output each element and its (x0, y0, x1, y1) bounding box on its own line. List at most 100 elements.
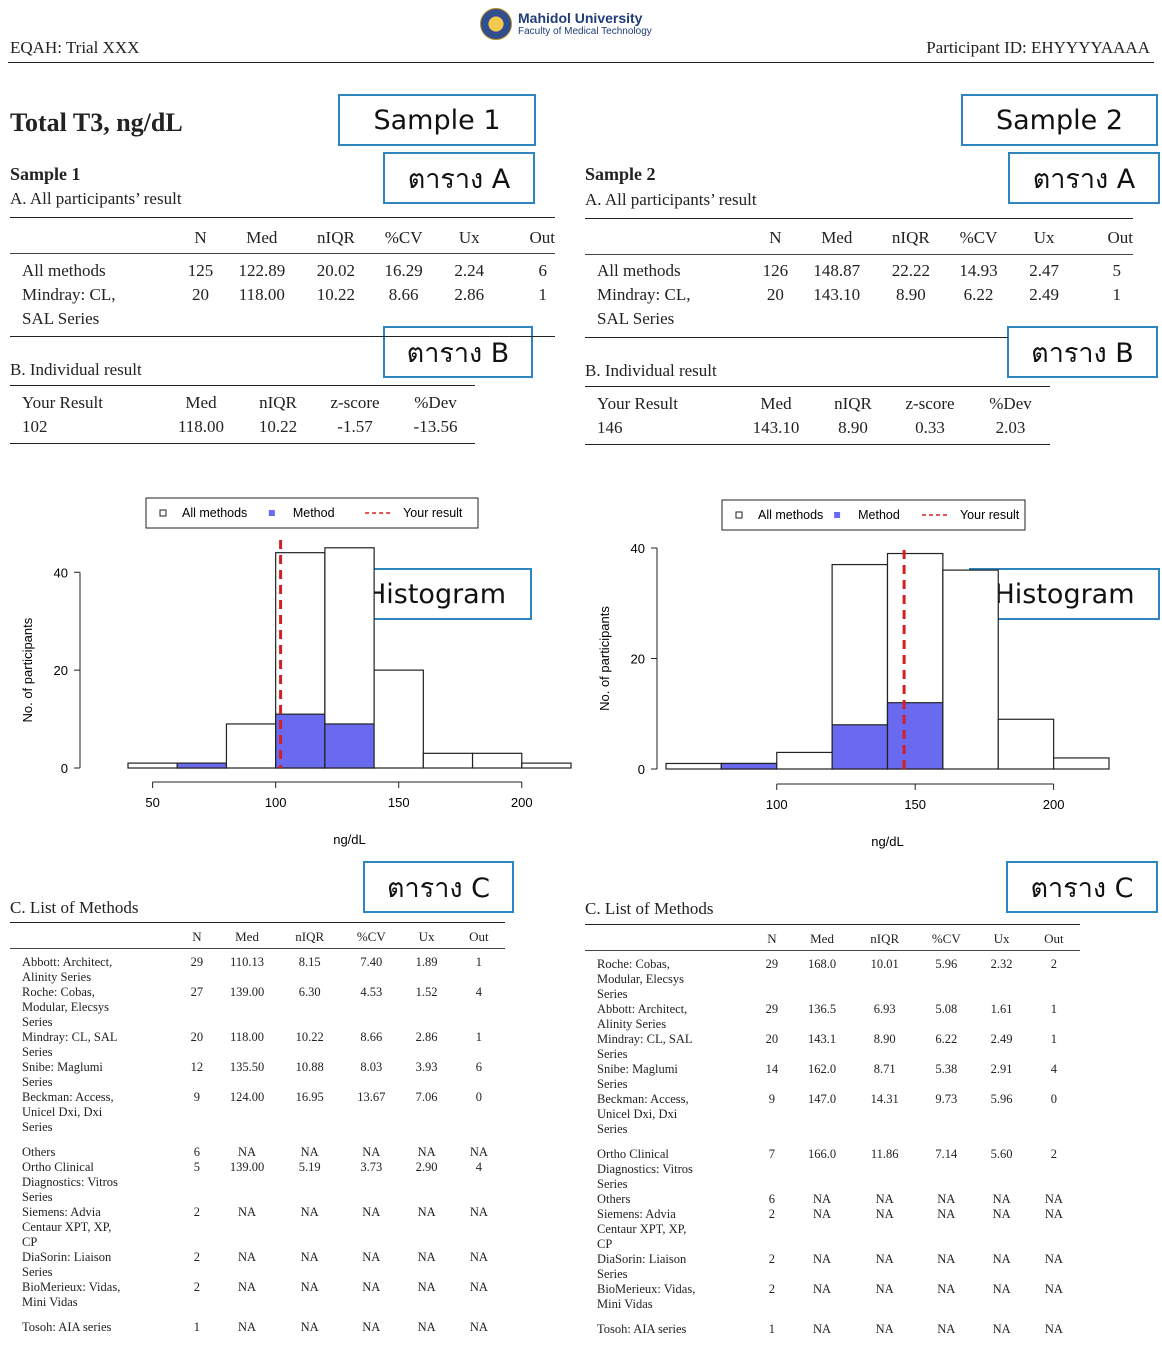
cell: 22.22 (891, 261, 930, 280)
histogram-sample2: All methods Method Your result 0 20 40 No. of … (597, 499, 1110, 849)
col-header: z-score (330, 393, 380, 412)
cell: 6.93 (873, 1002, 896, 1016)
method-name: Centaur XPT, XP, (597, 1222, 687, 1236)
cell: 2 (193, 1250, 201, 1264)
cell: 7.06 (415, 1090, 438, 1104)
cell: 2 (768, 1252, 776, 1266)
tag-histogram-2: Histogram (969, 568, 1160, 620)
cell: 1 (475, 955, 482, 969)
table-row: Abbott: Architect, Alinity Series 29 136.5 6… (585, 1002, 1080, 1032)
cell: 5 (193, 1160, 201, 1174)
table-row: Siemens: Advia Centaur XPT, XP, CP 2 NA NA NA N… (10, 1205, 505, 1250)
cell: NA (813, 1282, 832, 1296)
table-row: Snibe: Maglumi Series 12 135.50 10.88 8.03 3.9… (10, 1060, 505, 1090)
legend-label: Method (858, 508, 900, 522)
method-name: Others (22, 1145, 56, 1159)
tag-sample1: Sample 1 (338, 94, 536, 146)
cell: 135.50 (229, 1060, 265, 1074)
cell: 3.73 (360, 1160, 383, 1174)
bar-method (324, 723, 375, 769)
col-header: nIQR (317, 227, 355, 247)
cell: NA (992, 1207, 1011, 1221)
cell: 1 (193, 1320, 201, 1334)
cell: 166.0 (807, 1147, 837, 1161)
x-tick-label: 100 (766, 797, 788, 812)
method-name: Snibe: Maglumi (22, 1060, 103, 1074)
table-row: 102 118.00 10.22 -1.57 -13.56 (10, 415, 475, 439)
cell: 9 (768, 1092, 776, 1106)
bar-method (720, 762, 778, 770)
cell: NA (238, 1205, 257, 1219)
table-a1-mid-rule (10, 253, 555, 254)
cell: NA (992, 1322, 1011, 1336)
cell: 4 (1050, 1062, 1057, 1076)
col-header: nIQR (870, 931, 900, 946)
cell: NA (417, 1280, 436, 1294)
bar-method (886, 702, 944, 770)
table-row: 146 143.10 8.90 0.33 2.03 (585, 416, 1050, 440)
cell: NA (469, 1280, 488, 1294)
cell: 8.66 (388, 285, 419, 304)
bar-all (225, 723, 277, 769)
cell: NA (813, 1252, 832, 1266)
table-a1-top-rule (10, 217, 555, 218)
table-row: Roche: Cobas, Modular, Elecsys Series 29 168… (585, 957, 1080, 1002)
table-row: Tosoh: AIA series 1 NA NA NA NA NA (585, 1312, 1080, 1337)
cell: NA (992, 1252, 1011, 1266)
cell: NA (937, 1282, 956, 1296)
cell: 27 (190, 985, 204, 999)
bar-all (997, 718, 1055, 770)
method-name: BioMerieux: Vidas, (597, 1282, 696, 1296)
table-row: Ortho Clinical Diagnostics: Vitros Series 7… (585, 1137, 1080, 1192)
method-name: Series (597, 1177, 628, 1191)
table-b2-top-rule (585, 386, 1050, 387)
cell: -13.56 (413, 417, 458, 436)
cell: NA (300, 1280, 319, 1294)
y-tick-label: 20 (631, 652, 645, 667)
bar-method (176, 762, 228, 769)
table-row: DiaSorin: Liaison Series 2 NA NA NA NA NA (585, 1252, 1080, 1282)
method-name: Tosoh: AIA series (22, 1320, 112, 1334)
cell: 20.02 (316, 261, 356, 280)
method-name: Modular, Elecsys (22, 1000, 109, 1014)
cell: 5.96 (935, 957, 958, 971)
col-header: Your Result (597, 394, 678, 413)
table-row: Mindray: CL, 20 118.00 10.22 8.66 2.86 1 (10, 283, 555, 307)
cell: NA (417, 1320, 436, 1334)
cell: NA (813, 1322, 832, 1336)
cell: 148.87 (813, 261, 861, 280)
table-row: BioMerieux: Vidas, Mini Vidas 2 NA NA NA NA NA (10, 1280, 505, 1310)
cell: 0.33 (915, 418, 945, 437)
method-name: Tosoh: AIA series (597, 1322, 687, 1336)
cell: 8.90 (873, 1032, 896, 1046)
method-name: Unicel Dxi, Dxi (22, 1105, 103, 1119)
table-a1-bottom-rule (10, 336, 555, 337)
table-row: Roche: Cobas, Modular, Elecsys Series 27 139… (10, 985, 505, 1030)
bar-all (422, 752, 474, 769)
cell: NA (238, 1145, 257, 1159)
cell: 20 (765, 1032, 779, 1046)
table-b1: Your Result Med nIQR z-score %Dev 102 11… (10, 391, 475, 439)
cell: 1 (1112, 285, 1122, 304)
cell: 14 (765, 1062, 779, 1076)
method-name: Series (22, 1190, 53, 1204)
cell: NA (937, 1322, 956, 1336)
cell: 13.67 (357, 1090, 386, 1104)
x-axis-label: ng/dL (871, 834, 904, 849)
col-header: Out (1107, 227, 1134, 247)
cell: NA (469, 1320, 488, 1334)
tag-sample2: Sample 2 (961, 94, 1158, 146)
cell: 6.22 (963, 285, 994, 304)
method-name: Abbott: Architect, (22, 955, 113, 969)
table-c2: N Med nIQR %CV Ux Out Roche: Cobas, Modular, El… (585, 924, 1080, 1337)
method-name: Mindray: CL, SAL (597, 1032, 693, 1046)
method-name: Mini Vidas (22, 1295, 78, 1309)
cell: 110.13 (230, 955, 264, 969)
x-tick-label: 200 (1043, 797, 1065, 812)
sample1-heading: Sample 1 (10, 164, 81, 184)
cell: 9 (193, 1090, 201, 1104)
col-header: N (767, 931, 777, 946)
cell: 5.96 (990, 1092, 1013, 1106)
cell: 2.91 (990, 1062, 1013, 1076)
table-row: Beckman: Access, Unicel Dxi, Dxi Series 9 12… (10, 1090, 505, 1135)
